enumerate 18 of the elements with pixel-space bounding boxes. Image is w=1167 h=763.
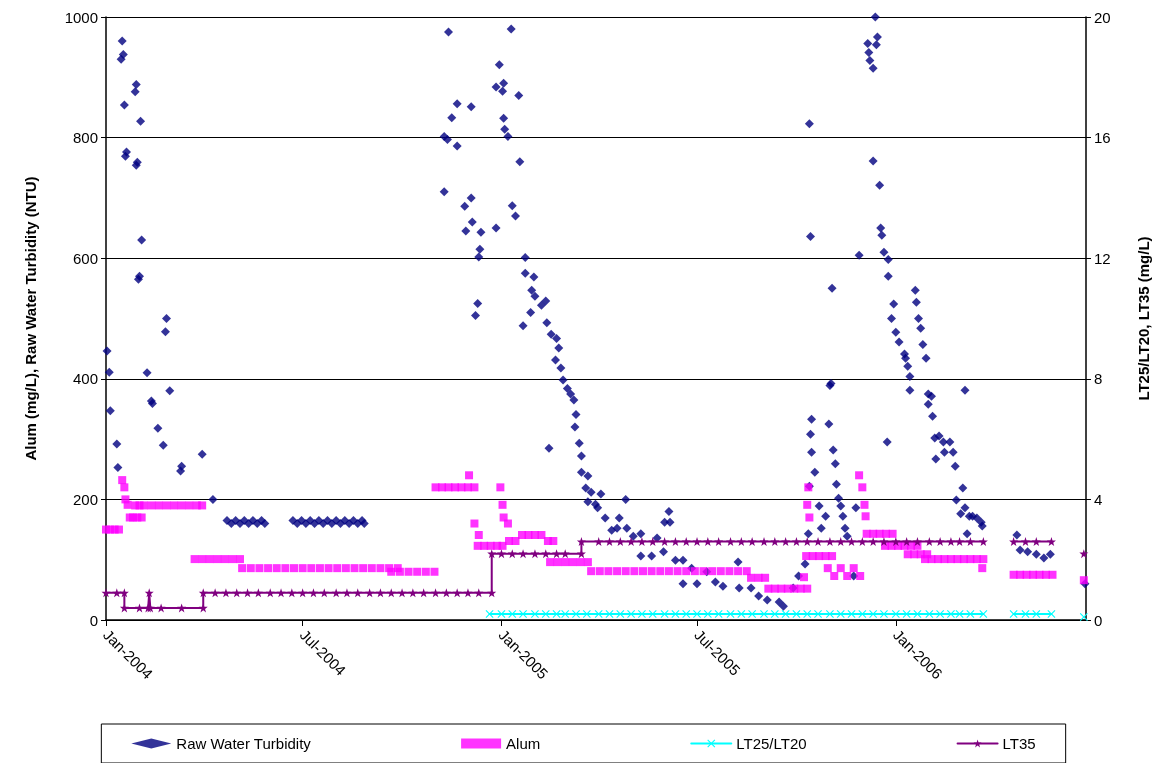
y-axis-title: Alum (mg/L), Raw Water Turbidity (NTU) xyxy=(22,176,39,461)
y2-tick-label: 8 xyxy=(1094,370,1103,388)
legend-label: LT25/LT20 xyxy=(736,735,807,752)
y-tick-label: 400 xyxy=(72,370,98,388)
legend-label: LT35 xyxy=(1002,735,1036,752)
legend-label: Alum xyxy=(506,735,541,752)
y2-tick-label: 20 xyxy=(1094,8,1111,26)
y-tick-label: 200 xyxy=(72,490,98,508)
legend-label: Raw Water Turbidity xyxy=(176,735,312,752)
y-tick-label: 600 xyxy=(72,249,98,267)
y2-tick-label: 16 xyxy=(1094,129,1111,147)
y2-tick-label: 0 xyxy=(1094,611,1103,629)
y2-tick-label: 12 xyxy=(1094,249,1111,267)
y2-tick-label: 4 xyxy=(1094,490,1103,508)
y-tick-label: 1000 xyxy=(64,8,98,26)
y-tick-label: 800 xyxy=(72,129,98,147)
y-tick-label: 0 xyxy=(89,611,98,629)
y2-axis-title: LT25/LT20, LT35 (mg/L) xyxy=(1135,236,1152,401)
